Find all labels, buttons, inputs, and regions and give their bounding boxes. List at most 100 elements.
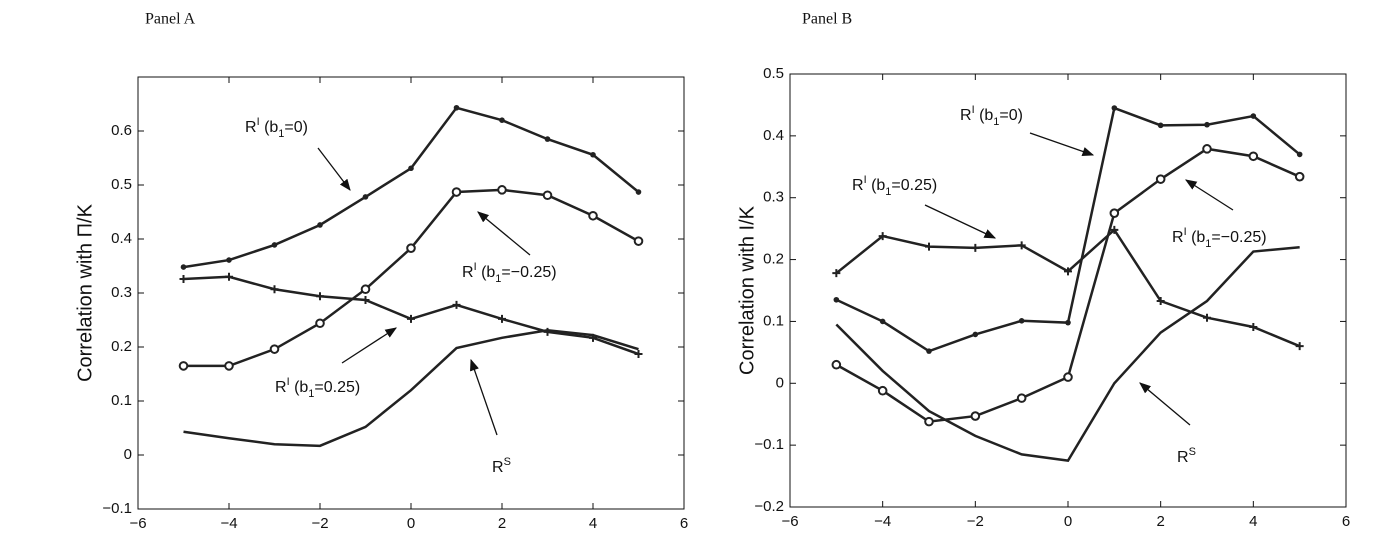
x-tick-label: 6 — [1342, 513, 1350, 530]
y-tick-label: 0.4 — [111, 230, 132, 247]
annotation-part: =0.25) — [314, 379, 360, 396]
plus-marker — [225, 272, 233, 281]
annotation-part: 1 — [1205, 238, 1211, 250]
series-line — [183, 328, 639, 448]
x-tick-label: −2 — [967, 513, 984, 530]
annotation-part: (b — [867, 177, 886, 194]
annotation-part: I — [1184, 226, 1187, 238]
annotation-part: =−0.25) — [501, 264, 556, 281]
dot-marker — [1065, 319, 1071, 326]
series-line — [183, 188, 640, 368]
circle-marker — [633, 236, 644, 246]
dot-marker — [180, 264, 187, 270]
plus-marker — [1110, 225, 1119, 234]
annotation-part: 1 — [885, 186, 891, 198]
circle-marker — [877, 385, 888, 396]
circle-marker — [360, 284, 371, 295]
plus-marker — [452, 300, 461, 309]
circle-marker — [970, 411, 981, 421]
plot-frame — [137, 76, 685, 510]
x-tick-label: 6 — [680, 515, 688, 532]
circle-marker — [542, 190, 553, 201]
annotation-arrow — [317, 147, 351, 191]
y-tick-label: 0 — [776, 374, 784, 391]
annotation: RI (b1=0.25) — [852, 174, 937, 198]
dot-marker — [635, 189, 642, 195]
circle-marker — [1155, 174, 1166, 184]
annotation-arrow — [470, 358, 498, 436]
plus-marker — [1064, 267, 1072, 276]
x-tick-label: 0 — [407, 515, 415, 532]
plot-frame — [789, 73, 1347, 508]
plus-marker — [270, 285, 279, 294]
circle-marker — [1016, 393, 1027, 403]
plus-marker — [971, 243, 980, 252]
dot-marker — [1296, 151, 1303, 158]
annotation-part: I — [474, 261, 477, 273]
dot-marker — [590, 151, 596, 158]
circle-marker — [497, 185, 507, 195]
dot-marker — [317, 222, 323, 228]
annotation-part: 1 — [278, 128, 284, 140]
dot-marker — [972, 331, 979, 338]
plus-marker — [1203, 313, 1211, 322]
x-tick-label: 0 — [1064, 513, 1072, 530]
annotation-part: R — [1172, 229, 1184, 246]
y-tick-label: 0.3 — [111, 284, 132, 301]
annotation-part: (b — [1187, 229, 1206, 246]
annotation-part: (b — [260, 119, 279, 136]
dot-marker — [226, 257, 232, 263]
annotation-part: R — [492, 459, 504, 476]
annotation-part: =−0.25) — [1211, 229, 1266, 246]
circle-marker — [224, 361, 234, 371]
annotation: RI (b1=0.25) — [275, 376, 360, 400]
circle-marker — [406, 243, 416, 253]
panel-title: Panel A — [145, 11, 196, 28]
y-tick-label: 0.3 — [763, 189, 784, 206]
panel-title: Panel B — [802, 11, 852, 28]
annotation-part: =0) — [284, 119, 308, 136]
annotation-part: (b — [975, 107, 994, 124]
y-tick-label: −0.1 — [102, 500, 132, 517]
annotation-part: I — [287, 376, 290, 388]
annotation-part: R — [1177, 449, 1189, 466]
annotation-part: (b — [290, 379, 309, 396]
dot-marker — [408, 165, 414, 172]
annotation-part: R — [462, 264, 474, 281]
plus-marker — [1156, 297, 1165, 306]
y-tick-label: 0 — [124, 446, 132, 463]
series-line — [835, 227, 1301, 348]
y-tick-label: −0.2 — [754, 498, 784, 515]
annotation-arrow — [477, 211, 531, 256]
y-axis-label: Correlation with Π/K — [74, 203, 96, 382]
plus-marker — [179, 274, 188, 283]
circle-marker — [588, 210, 598, 221]
plus-marker — [407, 314, 415, 323]
dot-marker — [1111, 105, 1118, 111]
y-tick-label: 0.6 — [111, 122, 132, 139]
annotation-part: I — [972, 104, 975, 116]
y-tick-label: 0.4 — [763, 127, 784, 144]
dot-marker — [544, 136, 551, 142]
x-tick-label: −2 — [311, 515, 328, 532]
annotation-part: =0) — [999, 107, 1023, 124]
x-tick-label: 4 — [589, 515, 597, 532]
annotation-arrow — [1185, 179, 1234, 211]
annotation-part: (b — [477, 264, 496, 281]
circle-marker — [315, 318, 325, 329]
x-tick-label: −4 — [220, 515, 237, 532]
dot-marker — [833, 296, 840, 303]
circle-marker — [1202, 144, 1212, 154]
plus-marker — [634, 350, 643, 359]
x-tick-label: 4 — [1249, 513, 1257, 530]
annotation-part: R — [960, 107, 972, 124]
circle-marker — [1248, 151, 1259, 162]
x-tick-label: 2 — [498, 515, 506, 532]
x-tick-label: −6 — [781, 513, 798, 530]
plus-marker — [1249, 322, 1258, 331]
annotation-arrow — [1139, 382, 1191, 426]
annotation-part: I — [864, 174, 867, 186]
y-tick-label: 0.2 — [111, 338, 132, 355]
annotation-part: I — [257, 116, 260, 128]
plus-marker — [1017, 241, 1026, 250]
